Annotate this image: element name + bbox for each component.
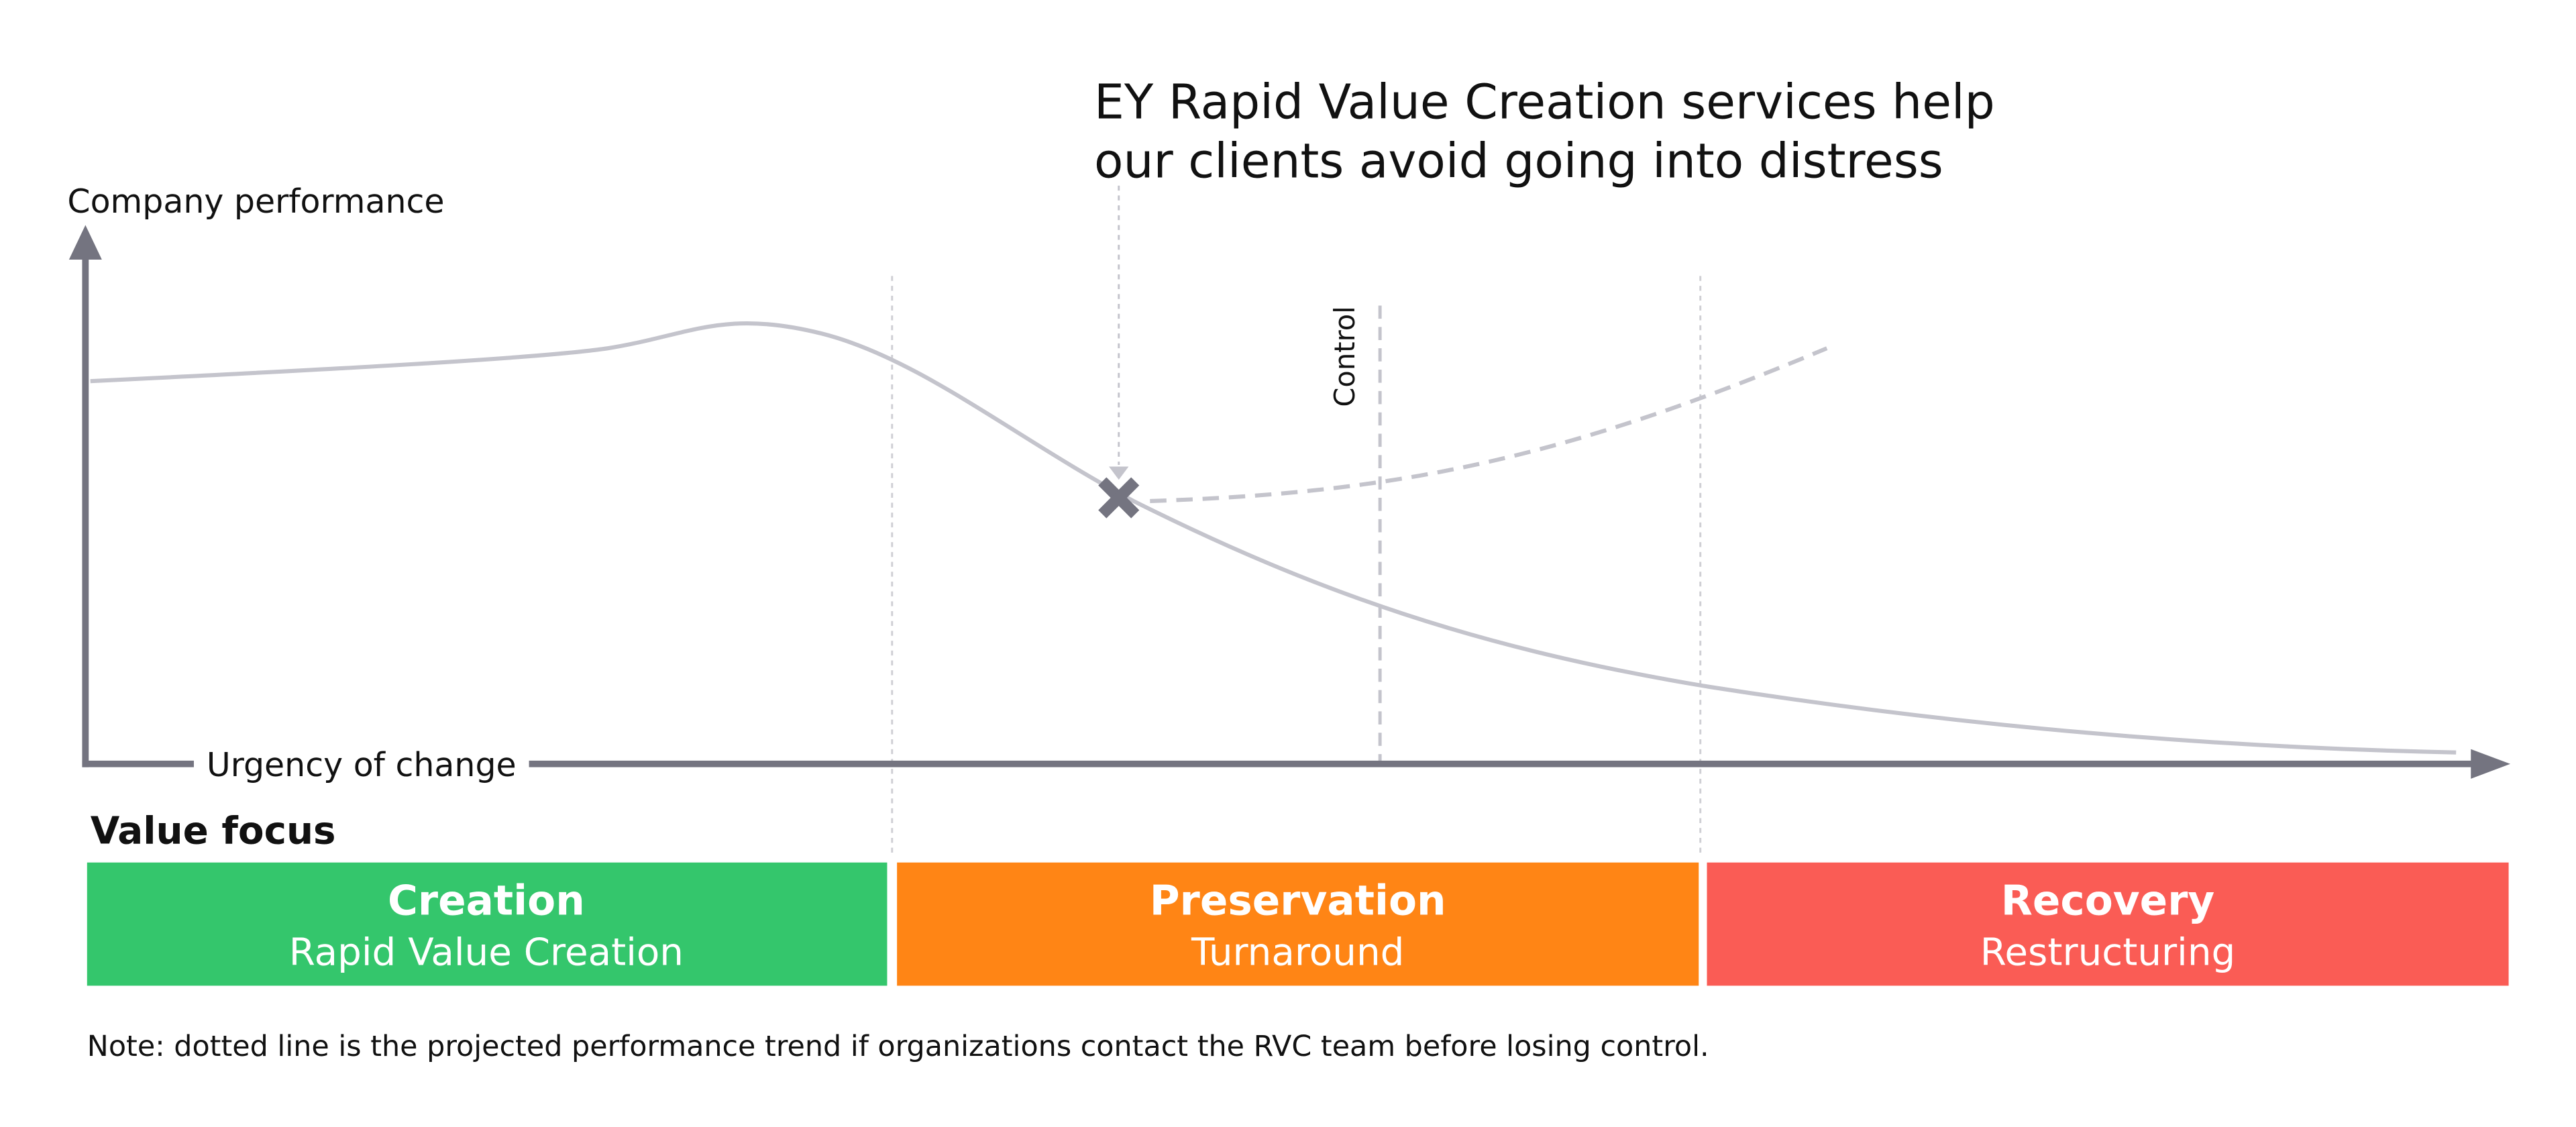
phase-box: [87, 862, 888, 986]
y-axis-label: Company performance: [67, 182, 444, 221]
control-label: Control: [1328, 306, 1361, 407]
x-mark: [1098, 477, 1140, 519]
annotation: our clients avoid going into distress: [1094, 133, 1943, 189]
phase-box: [897, 862, 1699, 986]
phase-name: Creation: [388, 877, 585, 925]
phase-name: Recovery: [2001, 877, 2215, 925]
phase-service: Rapid Value Creation: [289, 930, 684, 974]
y-axis-arrow: [68, 225, 102, 260]
phase-service: Turnaround: [1191, 930, 1404, 974]
pointer-head: [1109, 466, 1129, 480]
x-axis-arrow: [2471, 749, 2511, 779]
phase-box: [1707, 862, 2509, 986]
performance-curve: [90, 321, 2457, 755]
projected-curve: [1150, 346, 1828, 503]
note: Note: dotted line is the projected perfo…: [87, 1030, 1709, 1063]
phase-name: Preservation: [1150, 877, 1446, 925]
value-focus-title: Value focus: [91, 809, 336, 853]
x-axis-label: Urgency of change: [207, 746, 517, 784]
annotation: EY Rapid Value Creation services help: [1094, 74, 1995, 129]
phase-service: Restructuring: [1980, 930, 2235, 974]
